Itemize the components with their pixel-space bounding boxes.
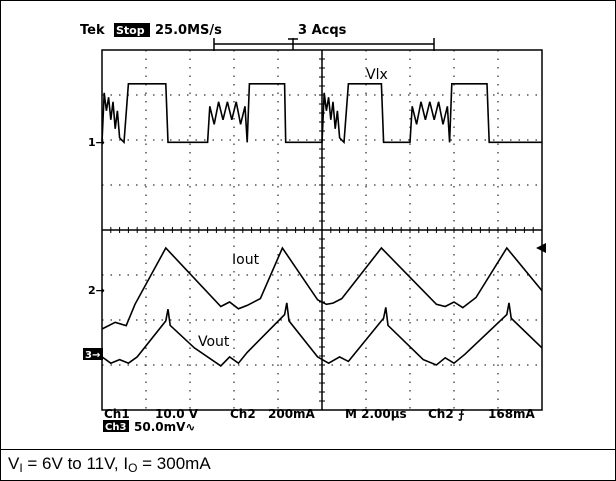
label-vout: Vout bbox=[198, 334, 230, 350]
graticule bbox=[101, 49, 543, 411]
ch3-marker-badge bbox=[83, 348, 103, 360]
ch2-scale: 200mA bbox=[268, 407, 316, 421]
trigger-level-arrow bbox=[536, 243, 546, 253]
trace-iout bbox=[101, 246, 543, 330]
ch3-marker: 3→ bbox=[85, 350, 100, 361]
ch3-scale: 50.0mV∿ bbox=[134, 420, 195, 434]
ch3-tag-badge bbox=[103, 420, 129, 432]
run-state-label: Stop bbox=[116, 24, 145, 37]
trigger-level: 168mA bbox=[488, 407, 536, 421]
trigger-source: Ch2 bbox=[428, 407, 454, 421]
run-state-badge bbox=[114, 23, 150, 37]
sample-rate-label: 25.0MS/s bbox=[155, 23, 222, 38]
trace-vlx bbox=[101, 83, 542, 145]
caption: VI = 6V to 11V, IO = 300mA bbox=[8, 454, 211, 475]
ch2-marker: 2→ bbox=[88, 284, 105, 297]
time-base: M 2.00µs bbox=[345, 407, 407, 421]
trigger-slope: ⨍ bbox=[458, 407, 465, 421]
label-vlx: Vlx bbox=[366, 67, 388, 83]
oscilloscope-display: Tek Stop 25.0MS/s 3 Acqs 1→ 2→ 3→ Vlx Io… bbox=[80, 23, 546, 434]
ch2-label: Ch2 bbox=[230, 407, 256, 421]
acquisitions-label: 3 Acqs bbox=[298, 23, 347, 38]
ch1-label: Ch1 bbox=[104, 407, 130, 421]
ch1-marker: 1→ bbox=[88, 136, 105, 149]
trace-vout bbox=[101, 302, 543, 367]
record-position-bracket bbox=[213, 38, 435, 51]
ch1-scale: 10.0 V bbox=[155, 407, 199, 421]
label-iout: Iout bbox=[232, 252, 260, 268]
ch3-tag: Ch3 bbox=[105, 422, 126, 433]
brand-label: Tek bbox=[80, 23, 105, 38]
caption-divider bbox=[0, 449, 616, 450]
